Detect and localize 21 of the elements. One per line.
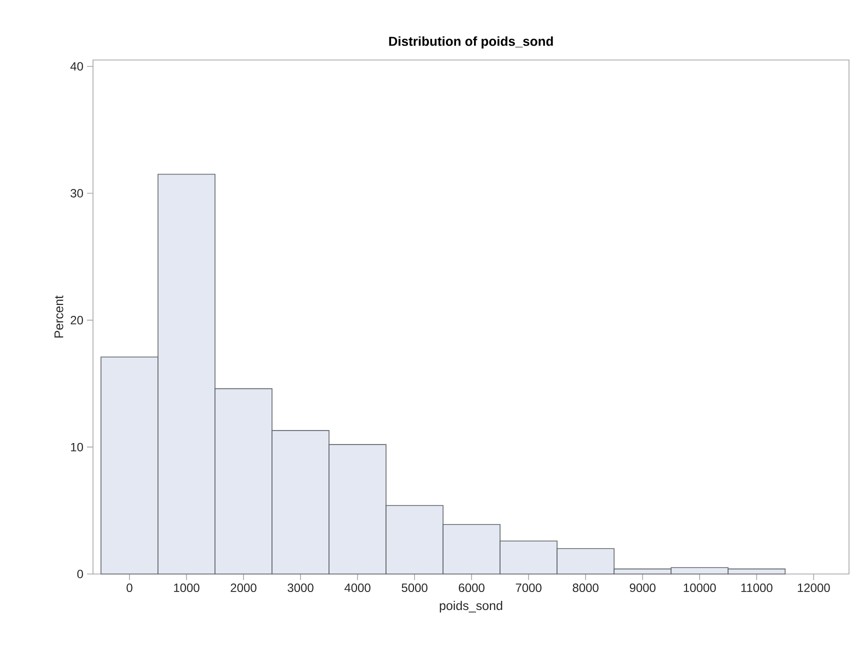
x-tick-label: 1000 — [174, 584, 200, 592]
x-tick-label: 8000 — [572, 584, 598, 592]
x-tick-label: 11000 — [741, 584, 772, 592]
x-tick-label: 2000 — [230, 584, 256, 592]
x-tick-label: 3000 — [288, 584, 314, 592]
y-tick-label: 30 — [70, 189, 84, 198]
chart-title: Distribution of poids_sond — [389, 36, 553, 48]
y-tick-label: 10 — [71, 442, 84, 452]
y-axis-title: Percent — [54, 296, 64, 338]
x-tick-label: 0 — [126, 584, 132, 592]
y-tick-label: 0 — [77, 570, 84, 578]
y-tick-label: 40 — [70, 62, 84, 71]
x-tick-label: 9000 — [630, 584, 656, 592]
x-tick-label: 4000 — [344, 584, 370, 592]
x-tick-label: 6000 — [458, 584, 484, 592]
x-tick-label: 12000 — [798, 584, 830, 592]
x-tick-label: 10000 — [684, 584, 716, 592]
x-axis-title: poids_sond — [440, 600, 502, 613]
x-tick-label: 7000 — [516, 584, 542, 592]
x-tick-label: 5000 — [402, 584, 428, 592]
y-tick-label: 20 — [70, 316, 84, 324]
